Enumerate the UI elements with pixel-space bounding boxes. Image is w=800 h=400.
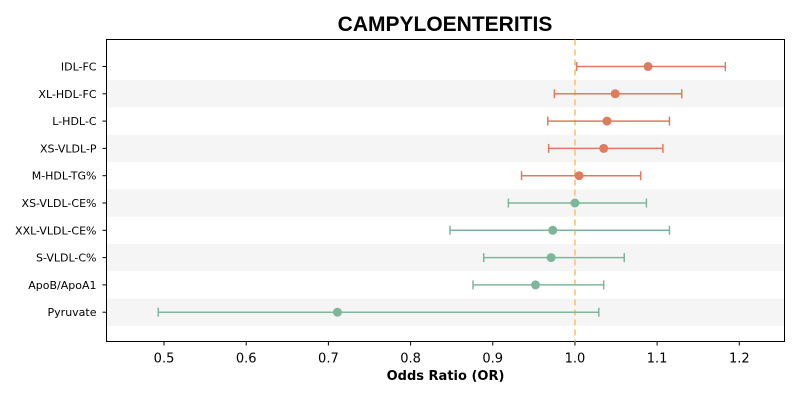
y-tick-label-xxl-vldl-ce: XXL-VLDL-CE% xyxy=(15,224,96,237)
y-tick-label-s-vldl-c: S-VLDL-C% xyxy=(36,252,96,265)
y-tick-label-xl-hdl-fc: XL-HDL-FC xyxy=(38,88,96,101)
x-tick-label-6: 1.1 xyxy=(647,352,668,367)
x-axis-ticks: 0.5 0.6 0.7 0.8 0.9 1.0 1.1 1.2 xyxy=(154,341,750,367)
or-point-xl-hdl-fc xyxy=(610,89,620,99)
x-axis-label: Odds Ratio (OR) xyxy=(387,369,505,384)
row-band-xs-vldl-p xyxy=(107,134,784,163)
or-point-s-vldl-c xyxy=(546,253,556,263)
y-tick-label-idl-fc: IDL-FC xyxy=(61,61,97,74)
x-tick-label-7: 1.2 xyxy=(729,352,750,367)
row-band-xs-vldl-ce xyxy=(107,189,784,217)
y-tick-label-pyruvate: Pyruvate xyxy=(48,306,97,319)
or-point-xs-vldl-ce xyxy=(570,198,580,208)
error-bars xyxy=(157,62,727,317)
or-point-idl-fc xyxy=(643,62,653,71)
row-band-s-vldl-c xyxy=(107,243,784,272)
y-tick-label-apob-apoa1: ApoB/ApoA1 xyxy=(28,279,96,292)
error-bar-xxl-vldl-ce xyxy=(449,225,671,235)
chart-title: CAMPYLOENTERITIS xyxy=(338,13,553,36)
or-point-xs-vldl-p xyxy=(599,143,609,153)
x-tick-label-2: 0.7 xyxy=(318,352,339,367)
or-point-apob-apoa1 xyxy=(530,280,540,290)
odds-ratio-points xyxy=(332,62,653,317)
y-tick-label-xs-vldl-p: XS-VLDL-P xyxy=(40,142,97,155)
x-tick-label-5: 1.0 xyxy=(565,352,586,367)
or-point-l-hdl-c xyxy=(602,116,612,126)
row-bands xyxy=(107,80,784,326)
x-tick-label-3: 0.8 xyxy=(400,352,421,367)
plot-area-frame xyxy=(106,39,785,342)
x-tick-label-0: 0.5 xyxy=(154,352,175,367)
error-bar-pyruvate xyxy=(157,307,600,317)
y-axis-ticks: IDL-FC XL-HDL-FC L-HDL-C XS-VLDL-P M-HDL-TG%… xyxy=(15,61,107,319)
x-tick-label-1: 0.6 xyxy=(236,352,257,367)
y-tick-label-m-hdl-tg: M-HDL-TG% xyxy=(32,170,97,183)
or-point-xxl-vldl-ce xyxy=(548,225,558,235)
or-point-m-hdl-tg xyxy=(574,171,584,181)
x-tick-label-4: 0.9 xyxy=(482,352,503,367)
or-point-pyruvate xyxy=(332,307,342,317)
y-tick-label-l-hdl-c: L-HDL-C xyxy=(52,115,97,128)
y-tick-label-xs-vldl-ce: XS-VLDL-CE% xyxy=(22,197,97,210)
